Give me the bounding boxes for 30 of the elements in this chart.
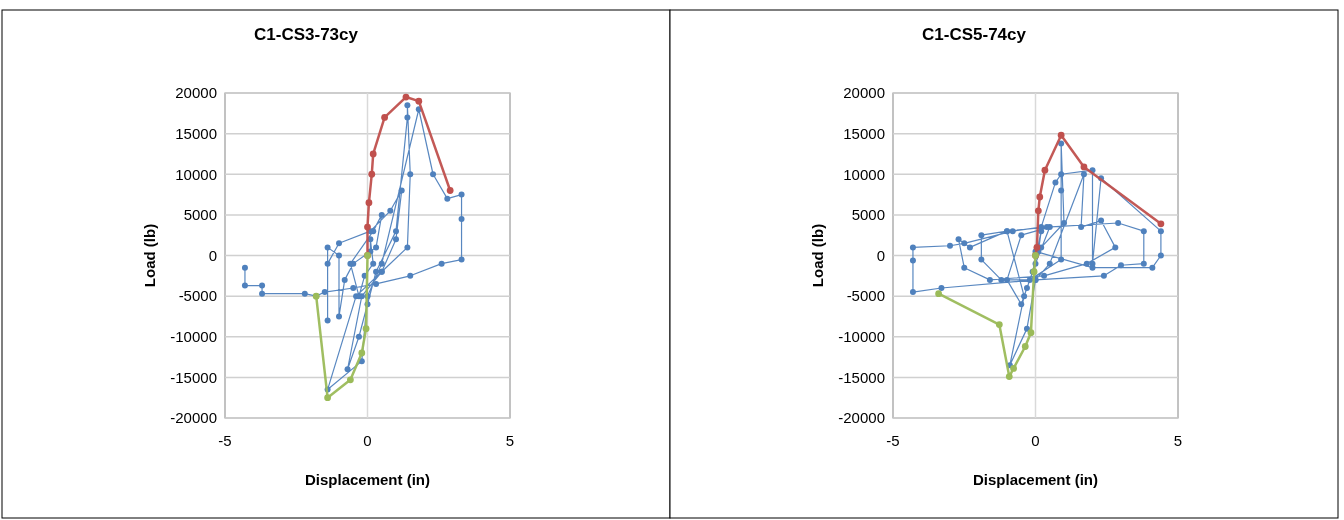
- chart-title: C1-CS3-73cy: [254, 25, 359, 44]
- x-tick-label: -5: [218, 432, 232, 449]
- chart-title: C1-CS5-74cy: [922, 25, 1027, 44]
- y-tick-label: -15000: [170, 368, 217, 386]
- y-tick-label: 20000: [175, 84, 217, 102]
- y-tick-label: -5000: [178, 287, 217, 305]
- x-axis-title: Displacement (in): [972, 471, 1099, 488]
- y-tick-label: -5000: [846, 287, 885, 305]
- y-tick-label: 0: [876, 246, 885, 264]
- y-tick-label: -15000: [838, 368, 885, 386]
- y-tick-label: -20000: [838, 409, 885, 427]
- x-tick-label: 0: [363, 432, 372, 449]
- y-tick-label: -20000: [170, 409, 217, 427]
- y-tick-label: 15000: [175, 124, 217, 142]
- y-tick-label: 10000: [843, 165, 885, 183]
- x-axis-title: Displacement (in): [304, 471, 431, 488]
- y-axis-title: Load (lb): [809, 223, 826, 288]
- x-tick-label: 5: [1173, 432, 1183, 449]
- x-tick-label: 5: [505, 432, 515, 449]
- x-tick-label: -5: [886, 432, 900, 449]
- y-tick-label: 20000: [843, 84, 885, 102]
- y-tick-label: 15000: [843, 124, 885, 142]
- y-tick-label: -10000: [170, 328, 217, 345]
- y-tick-label: 0: [208, 246, 217, 264]
- y-tick-label: 5000: [851, 206, 885, 224]
- y-tick-label: 5000: [183, 206, 217, 224]
- y-tick-label: 10000: [175, 165, 217, 183]
- y-axis-title: Load (lb): [141, 223, 158, 288]
- x-tick-label: 0: [1031, 432, 1040, 449]
- y-tick-label: -10000: [838, 328, 885, 345]
